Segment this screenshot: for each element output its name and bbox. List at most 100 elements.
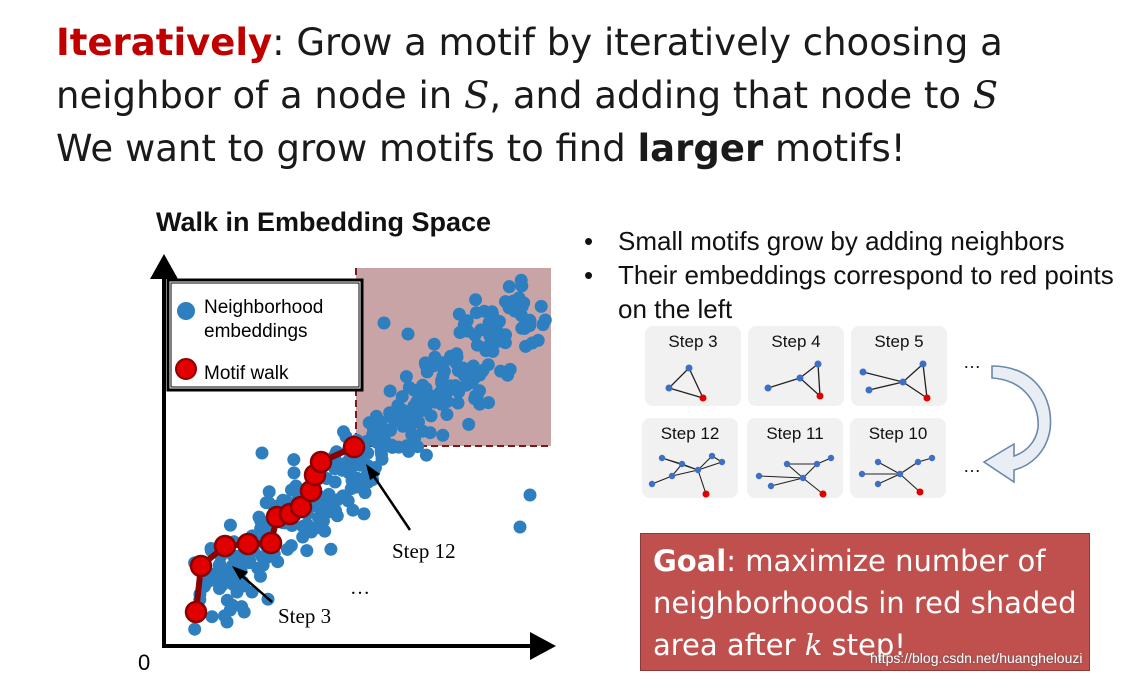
motif-walk-point (189, 554, 213, 578)
embedding-point (395, 390, 409, 404)
embedding-point (383, 384, 397, 398)
embedding-point (468, 392, 482, 406)
step-card-3: Step 3 (645, 326, 741, 406)
embedding-point (284, 539, 298, 553)
embedding-point (424, 409, 438, 423)
motif-graph-icon (859, 360, 931, 402)
embedding-point (440, 395, 454, 408)
motif-graph-icon (764, 360, 824, 400)
embedding-point (513, 520, 527, 534)
origin-label: 0 (138, 650, 150, 675)
embedding-point (401, 327, 415, 341)
explanation-bullets: Small motifs grow by adding neighbors Th… (578, 224, 1128, 326)
legend-motif-marker (175, 358, 197, 380)
headline-line-2: neighbor of a node in S, and adding that… (56, 69, 1116, 122)
motif-graph-icon (755, 454, 835, 498)
headline-line2-text-a: neighbor of a node in (56, 74, 464, 117)
goal-text-a: : maximize number of neighborhoods in re… (653, 544, 1077, 662)
legend-neighborhood-label-1: Neighborhood (204, 297, 323, 318)
embedding-point (223, 518, 237, 532)
step-card-label: Step 5 (874, 332, 924, 351)
embedding-walk-plot: 0 Step 3 Step 12 … Neighborhood embeddin… (138, 254, 556, 675)
motif-walk-point (184, 600, 208, 624)
steps-top-ellipsis: … (963, 352, 981, 372)
headline-var-s1: S (463, 74, 490, 117)
embedding-point (534, 299, 548, 313)
embedding-point (523, 488, 537, 502)
embedding-point (226, 598, 239, 612)
embedding-point (205, 610, 219, 624)
motif-walk-point (259, 531, 283, 555)
embedding-point (201, 574, 215, 588)
embedding-point (518, 322, 531, 335)
embedding-point (512, 291, 526, 305)
embedding-point (433, 385, 447, 399)
walk-plot-title: Walk in Embedding Space (156, 207, 492, 237)
embedding-point (188, 622, 202, 636)
embedding-point (362, 416, 376, 430)
embedding-point (218, 609, 231, 623)
embedding-point (308, 499, 322, 513)
embedding-point (243, 554, 257, 568)
embedding-point (326, 495, 340, 509)
embedding-point (341, 494, 355, 508)
goal-text-b: step! (822, 628, 906, 662)
headline-line-1: Iteratively: Grow a motif by iteratively… (56, 16, 1116, 69)
embedding-point (254, 569, 267, 583)
headline-line1-text: : Grow a motif by iteratively choosing a (272, 21, 1003, 64)
motif-walk-point (342, 435, 366, 459)
step-card-10: Step 10 (850, 418, 946, 498)
embedding-point (437, 356, 450, 370)
goal-label: Goal (653, 544, 727, 578)
headline-var-s2: S (972, 74, 999, 117)
motif-walk-point (289, 495, 313, 519)
embedding-point (538, 313, 552, 327)
embedding-point (392, 440, 406, 454)
walk-continuation-dots: … (350, 577, 370, 599)
step-card-label: Step 12 (660, 424, 720, 443)
embedding-point (384, 410, 398, 424)
embedding-point (482, 396, 495, 410)
embedding-point (298, 519, 311, 533)
bullet-1: Small motifs grow by adding neighbors (578, 224, 1128, 258)
embedding-point (475, 365, 489, 379)
headline-line3-text-a: We want to grow motifs to find (56, 127, 638, 170)
embedding-point (262, 485, 276, 499)
embedding-point (462, 417, 476, 431)
step-card-label: Step 11 (766, 424, 824, 443)
step-card-label: Step 3 (668, 332, 718, 351)
embedding-point (416, 424, 430, 438)
curved-arrow-icon (982, 365, 1052, 484)
step12-annotation: Step 12 (392, 539, 456, 563)
steps-bottom-ellipsis: … (963, 456, 981, 476)
embedding-point (287, 466, 301, 480)
embedding-point (469, 306, 483, 320)
embedding-point (456, 361, 470, 375)
embedding-point (436, 428, 450, 442)
embedding-point (213, 582, 226, 595)
headline-line2-text-b: , and adding that node to (489, 74, 973, 117)
step-card-label: Step 4 (771, 332, 821, 351)
headline-line-3: We want to grow motifs to find larger mo… (56, 122, 1116, 175)
embedding-point (420, 365, 434, 379)
embedding-point (336, 457, 350, 471)
embedding-point (321, 505, 335, 519)
embedding-point (407, 404, 421, 418)
motif-walk-points (184, 435, 366, 624)
embedding-point (252, 510, 266, 524)
motif-graph-icon (665, 364, 707, 402)
embedding-point (436, 369, 450, 383)
legend-neighborhood-marker (177, 302, 195, 320)
embedding-point (399, 370, 413, 384)
slide-headline: Iteratively: Grow a motif by iteratively… (56, 16, 1116, 175)
motif-walk-point (309, 450, 333, 474)
embedding-point (370, 436, 384, 449)
step-card-12: Step 12 (642, 418, 738, 498)
embedding-point (324, 542, 338, 556)
step12-arrow-head (366, 464, 380, 480)
embedding-point (452, 307, 466, 321)
step-card-label: Step 10 (868, 424, 928, 443)
legend-motif-label: Motif walk (204, 363, 289, 384)
headline-keyword: Iteratively (56, 21, 273, 64)
step3-arrow-head (232, 566, 248, 580)
